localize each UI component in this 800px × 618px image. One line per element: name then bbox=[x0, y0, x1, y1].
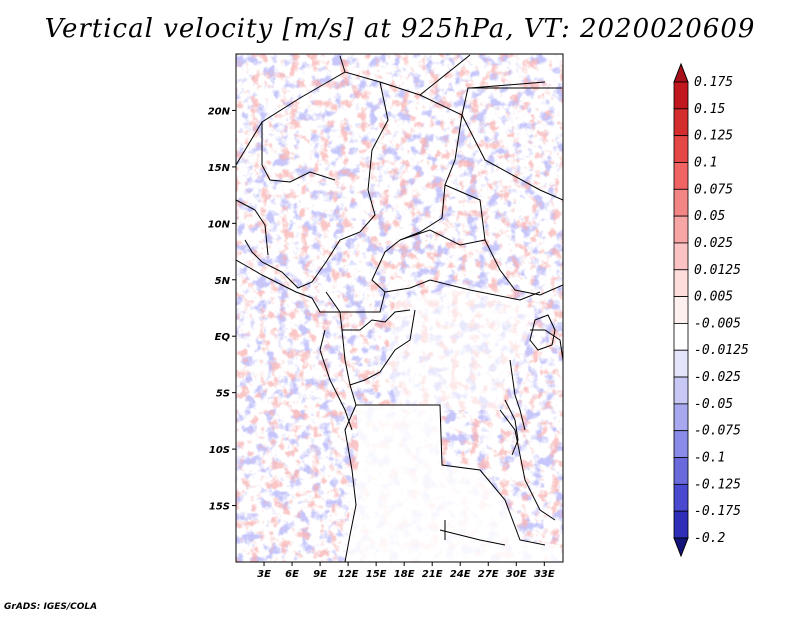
colorbar-lower-arrow bbox=[673, 537, 689, 558]
colorbar-label: 0.15 bbox=[694, 102, 725, 117]
colorbar-segment bbox=[673, 242, 689, 271]
colorbar-label: -0.025 bbox=[694, 370, 741, 385]
colorbar-segment bbox=[673, 376, 689, 405]
colorbar-label: -0.0125 bbox=[694, 343, 749, 358]
colorbar-label: 0.025 bbox=[694, 236, 733, 251]
grads-credit: GrADS: IGES/COLA bbox=[4, 602, 98, 612]
lon-tick-label: 15E bbox=[366, 569, 387, 580]
colorbar-segment bbox=[673, 81, 689, 110]
colorbar-label: 0.075 bbox=[694, 182, 733, 197]
lon-tick-label: 30E bbox=[506, 569, 527, 580]
colorbar-label: -0.2 bbox=[694, 531, 725, 546]
lat-tick-label: 10S bbox=[209, 445, 230, 456]
colorbar-label: 0.05 bbox=[694, 209, 725, 224]
lat-tick-label: 5N bbox=[215, 276, 231, 287]
colorbar-segment bbox=[673, 296, 689, 324]
lat-tick-label: 10N bbox=[208, 219, 231, 230]
lon-tick-label: 6E bbox=[285, 569, 299, 580]
plot-frame bbox=[235, 53, 564, 563]
colorbar-label: -0.1 bbox=[694, 451, 725, 466]
lon-tick-label: 33E bbox=[534, 569, 555, 580]
colorbar-label: -0.175 bbox=[694, 504, 741, 519]
lat-tick-label: EQ bbox=[215, 332, 231, 343]
colorbar-segment bbox=[673, 108, 689, 137]
colorbar-label: 0.1 bbox=[694, 155, 717, 170]
colorbar-segment bbox=[673, 403, 689, 432]
longitude-axis: 3E 6E 9E 12E 15E 18E 21E 24E 27E 30E 33E bbox=[257, 562, 555, 580]
colorbar-segment bbox=[673, 430, 689, 458]
lon-tick-label: 18E bbox=[394, 569, 415, 580]
lon-tick-label: 24E bbox=[450, 569, 471, 580]
lat-tick-label: 15N bbox=[208, 163, 231, 174]
colorbar: 0.175 0.15 0.125 0.1 0.075 0.05 0.025 0.0125 0.0… bbox=[673, 62, 749, 558]
colorbar-segment bbox=[673, 323, 689, 351]
colorbar-upper-arrow bbox=[673, 62, 689, 83]
colorbar-segment bbox=[673, 510, 689, 539]
colorbar-label: 0.0125 bbox=[694, 263, 741, 278]
lon-tick-label: 12E bbox=[338, 569, 359, 580]
colorbar-label: 0.005 bbox=[694, 290, 733, 305]
lat-tick-label: 5S bbox=[216, 389, 230, 400]
colorbar-label: -0.005 bbox=[694, 316, 741, 331]
lon-tick-label: 27E bbox=[478, 569, 499, 580]
colorbar-label: -0.125 bbox=[694, 477, 741, 492]
lat-tick-label: 15S bbox=[209, 502, 230, 513]
lon-tick-label: 3E bbox=[257, 569, 271, 580]
lat-tick-label: 20N bbox=[208, 106, 231, 117]
colorbar-segment bbox=[673, 483, 689, 512]
colorbar-label: 0.175 bbox=[694, 75, 733, 90]
colorbar-label: 0.125 bbox=[694, 129, 733, 144]
colorbar-segment bbox=[673, 215, 689, 244]
map-title: Vertical velocity [m/s] at 925hPa, VT: 2… bbox=[44, 14, 756, 44]
colorbar-segment bbox=[673, 188, 689, 217]
colorbar-segment bbox=[673, 162, 689, 190]
colorbar-segment bbox=[673, 349, 689, 378]
colorbar-label: -0.05 bbox=[694, 397, 733, 412]
lon-tick-label: 21E bbox=[422, 569, 443, 580]
country-borders bbox=[236, 54, 563, 562]
colorbar-segment bbox=[673, 269, 689, 297]
colorbar-label: -0.075 bbox=[694, 424, 741, 439]
lon-tick-label: 9E bbox=[313, 569, 327, 580]
colorbar-segment bbox=[673, 457, 689, 485]
latitude-axis: 20N 15N 10N 5N EQ 5S 10S 15S bbox=[208, 106, 236, 513]
velocity-field bbox=[236, 54, 563, 562]
colorbar-segment bbox=[673, 135, 689, 163]
